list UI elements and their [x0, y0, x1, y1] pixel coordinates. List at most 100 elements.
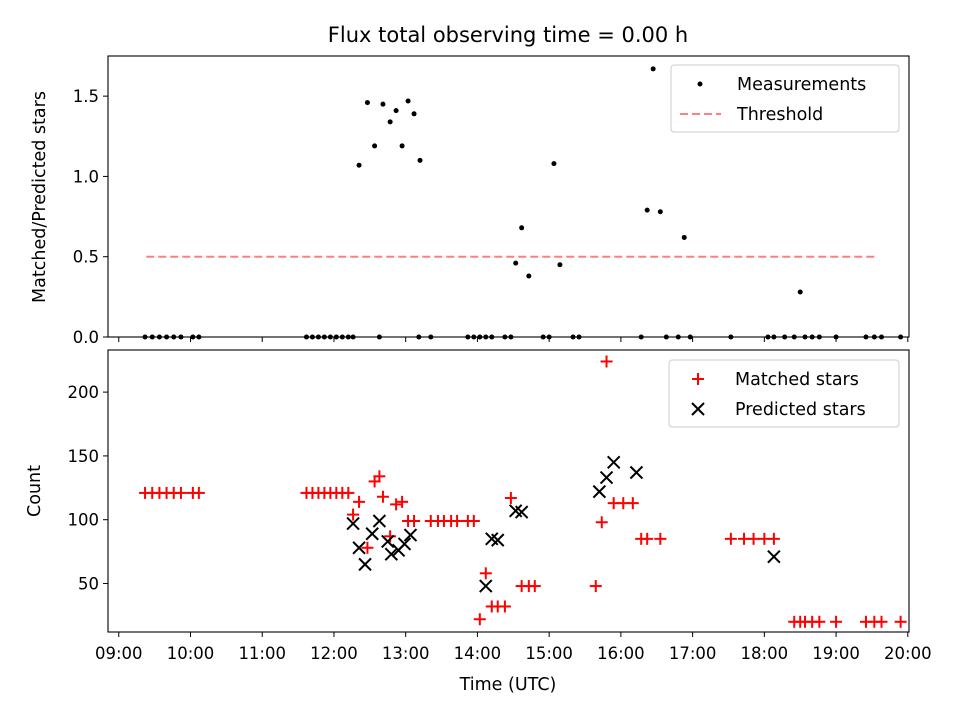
matched-star-point: [767, 532, 780, 545]
count-y-tick-label: 100: [68, 511, 100, 530]
x-tick-label: 13:00: [382, 644, 430, 663]
measurement-point: [650, 66, 656, 72]
predicted-star-point: [358, 557, 372, 572]
measurement-point: [356, 162, 362, 168]
predicted-star-point: [397, 537, 412, 551]
matched-star-point: [396, 495, 409, 508]
matched-star-point: [813, 615, 826, 628]
count-y-axis: 50 100 150 200: [68, 383, 108, 594]
x-tick-label: 20:00: [884, 644, 932, 663]
predicted-star-point: [767, 550, 781, 564]
matched-star-point: [347, 508, 360, 521]
measurement-point: [519, 225, 525, 231]
ratio-y-tick-label: 1.5: [73, 87, 99, 106]
measurement-point: [380, 101, 386, 107]
matched-star-point: [595, 516, 608, 529]
predicted-star-point: [403, 528, 418, 542]
matched-star-point: [361, 541, 374, 554]
x-tick-label: 19:00: [812, 644, 860, 663]
matched-star-point: [830, 615, 843, 628]
x-tick-label: 14:00: [454, 644, 502, 663]
count-y-tick-label: 50: [78, 575, 99, 594]
matched-star-point: [342, 486, 355, 499]
predicted-star-point: [346, 516, 360, 531]
matched-star-point: [600, 355, 613, 368]
matched-star-point: [174, 486, 187, 499]
predicted-star-point: [384, 547, 399, 561]
x-tick-label: 17:00: [669, 644, 717, 663]
ratio-plot-frame: [107, 55, 910, 338]
ratio-panel: 0.0 0.5 1.0 1.5 Matched/Predicted stars Mea…: [30, 55, 910, 347]
predicted-star-point: [629, 465, 644, 480]
matched-legend-marker: [692, 373, 704, 385]
predicted-star-point: [365, 527, 379, 541]
count-y-tick-label: 150: [68, 447, 100, 466]
matched-star-point: [353, 495, 366, 508]
predicted-star-point: [381, 534, 395, 549]
matched-star-point: [376, 490, 389, 503]
measurement-point: [393, 108, 399, 114]
measurement-point: [417, 157, 423, 163]
predicted-star-point: [599, 470, 614, 485]
count-marks: [139, 355, 907, 628]
measurements-legend-marker: [697, 81, 703, 87]
matched-legend-label: Matched stars: [735, 370, 859, 390]
matched-star-point: [451, 514, 464, 527]
predicted-star-point: [491, 533, 505, 547]
chart-title: Flux total observing time = 0.00 h: [328, 23, 688, 47]
x-tick-label: 15:00: [525, 644, 573, 663]
matched-star-point: [747, 532, 760, 545]
measurement-point: [364, 100, 370, 106]
measurement-point: [405, 98, 411, 104]
measurement-point: [557, 262, 563, 268]
ratio-y-tick-label: 0.0: [73, 328, 99, 347]
predicted-star-point: [606, 455, 621, 469]
measurement-point: [681, 234, 687, 240]
matched-star-point: [589, 580, 602, 593]
ratio-y-axis-label: Matched/Predicted stars: [30, 91, 50, 303]
matched-star-point: [408, 514, 421, 527]
measurement-point: [657, 209, 663, 215]
matched-star-point: [654, 532, 667, 545]
ratio-y-tick-label: 1.0: [73, 167, 99, 186]
matched-star-point: [192, 486, 205, 499]
matched-star-point: [894, 615, 907, 628]
x-tick-label: 11:00: [238, 644, 286, 663]
matched-star-point: [498, 600, 511, 613]
measurement-point: [387, 119, 393, 125]
count-y-axis-label: Count: [25, 465, 45, 517]
measurements-legend-label: Measurements: [737, 75, 866, 95]
count-y-tick-label: 200: [68, 383, 100, 402]
matched-star-point: [479, 567, 492, 580]
count-plot-frame: [107, 349, 910, 633]
predicted-star-point: [592, 484, 607, 499]
measurement-point: [411, 111, 417, 117]
matched-star-point: [875, 615, 888, 628]
predicted-star-point: [514, 505, 529, 519]
ratio-x-ticks: [118, 337, 909, 342]
matched-star-point: [641, 532, 654, 545]
x-axis-label: Time (UTC): [459, 675, 557, 695]
matched-star-point: [390, 498, 403, 511]
x-tick-label: 09:00: [95, 644, 143, 663]
matched-star-point: [528, 580, 541, 593]
count-panel: 50 100 150 200 09:00 10:00 11:00 12:00 13:00 14:…: [25, 349, 932, 695]
x-tick-label: 12:00: [310, 644, 358, 663]
measurement-point: [644, 207, 650, 213]
ratio-y-tick-label: 0.5: [73, 248, 99, 267]
ratio-y-axis: 0.0 0.5 1.0 1.5: [73, 87, 108, 347]
x-tick-label: 18:00: [741, 644, 789, 663]
measurement-point: [551, 161, 557, 167]
matched-star-point: [626, 497, 639, 510]
measurement-point: [797, 289, 803, 295]
predicted-star-point: [352, 541, 366, 555]
matched-star-point: [473, 613, 486, 626]
predicted-legend-marker: [691, 402, 705, 416]
ratio-legend: Measurements Threshold: [670, 64, 900, 133]
measurement-point: [526, 273, 532, 279]
count-legend: Matched stars Predicted stars: [668, 359, 900, 428]
matched-star-point: [504, 492, 517, 505]
matched-star-point: [467, 514, 480, 527]
predicted-legend-label: Predicted stars: [735, 400, 866, 420]
x-tick-label: 16:00: [597, 644, 645, 663]
